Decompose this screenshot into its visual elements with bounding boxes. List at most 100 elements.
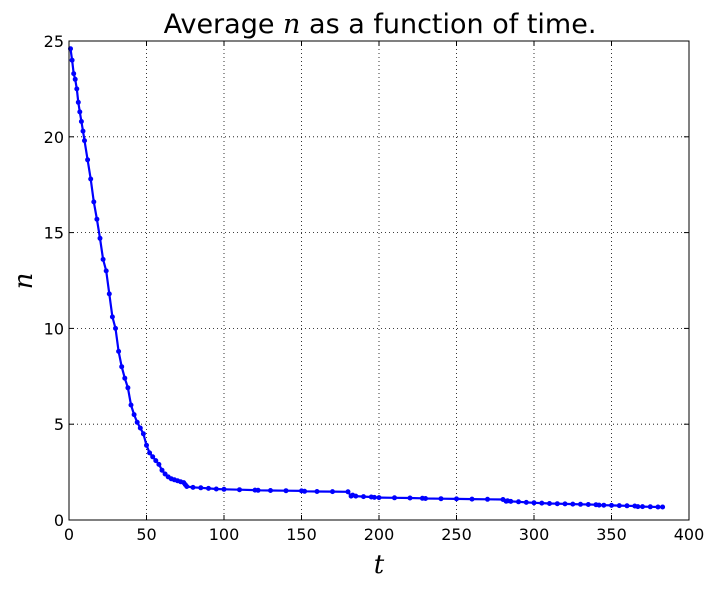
data-point bbox=[100, 256, 106, 262]
data-point bbox=[635, 504, 641, 510]
data-point bbox=[371, 494, 377, 500]
chart-title-suffix: as a function of time. bbox=[300, 9, 596, 40]
data-point bbox=[147, 450, 153, 456]
data-point bbox=[103, 268, 109, 274]
data-point bbox=[596, 502, 602, 508]
data-point bbox=[71, 71, 77, 77]
x-tick-label: 350 bbox=[596, 525, 627, 544]
data-point bbox=[159, 467, 165, 473]
data-point bbox=[539, 500, 545, 506]
data-point bbox=[94, 216, 100, 222]
data-point bbox=[97, 235, 103, 241]
data-point bbox=[302, 488, 308, 494]
data-point bbox=[119, 364, 125, 370]
data-point bbox=[184, 484, 190, 489]
chart-title-math: n bbox=[283, 9, 300, 40]
series-line bbox=[69, 48, 663, 509]
data-point bbox=[523, 499, 529, 505]
data-point bbox=[353, 493, 359, 499]
data-point bbox=[345, 489, 351, 495]
data-point bbox=[655, 504, 661, 510]
data-point bbox=[601, 502, 607, 508]
data-point bbox=[438, 496, 444, 502]
ticks: 0 50 100 150 200 250 300 350 400 0 5 10 15 20 25 bbox=[44, 32, 705, 544]
y-tick-label: 15 bbox=[44, 224, 64, 243]
data-point bbox=[237, 487, 242, 493]
data-point bbox=[74, 86, 80, 92]
data-point bbox=[113, 325, 118, 331]
y-tick-label: 10 bbox=[44, 319, 64, 338]
data-point bbox=[109, 314, 115, 320]
data-point bbox=[77, 109, 83, 115]
data-point bbox=[407, 495, 413, 501]
data-point bbox=[131, 412, 137, 418]
x-tick-label: 300 bbox=[519, 525, 550, 544]
data-point bbox=[554, 501, 560, 507]
data-point bbox=[137, 425, 143, 431]
data-point bbox=[255, 487, 261, 493]
x-tick-label: 150 bbox=[286, 525, 317, 544]
data-point bbox=[516, 499, 521, 505]
gridlines bbox=[69, 41, 689, 520]
data-point bbox=[570, 501, 576, 507]
chart-title-prefix: Average bbox=[164, 9, 283, 40]
data-point bbox=[206, 485, 211, 491]
data-point bbox=[144, 442, 149, 448]
y-tick-label: 0 bbox=[54, 511, 64, 530]
data-point bbox=[221, 486, 227, 492]
data-point bbox=[616, 503, 622, 509]
x-axis-label: t bbox=[374, 550, 385, 580]
data-point bbox=[213, 486, 219, 492]
y-tick-label: 25 bbox=[44, 32, 64, 51]
data-point bbox=[198, 485, 204, 491]
data-point bbox=[116, 348, 122, 354]
data-point bbox=[423, 496, 428, 501]
data-point bbox=[91, 199, 97, 205]
data-point bbox=[122, 375, 128, 381]
data-point bbox=[283, 488, 289, 494]
y-tick-label: 5 bbox=[54, 415, 64, 434]
data-point bbox=[75, 99, 81, 105]
data-point bbox=[585, 502, 591, 507]
data-point bbox=[376, 495, 382, 501]
data-point bbox=[125, 385, 131, 391]
data-point bbox=[140, 431, 146, 437]
data-point bbox=[624, 503, 630, 509]
series-layer bbox=[68, 46, 666, 510]
y-tick-label: 20 bbox=[44, 128, 64, 147]
data-point bbox=[330, 489, 335, 495]
data-point bbox=[88, 176, 94, 182]
data-point bbox=[361, 494, 366, 500]
data-point bbox=[78, 119, 84, 124]
data-point bbox=[640, 504, 645, 510]
x-tick-label: 100 bbox=[209, 525, 240, 544]
data-point bbox=[660, 504, 666, 510]
data-point bbox=[156, 461, 162, 467]
x-tick-label: 50 bbox=[136, 525, 156, 544]
data-point bbox=[128, 402, 134, 408]
data-point bbox=[314, 489, 320, 494]
data-point bbox=[106, 291, 112, 297]
x-tick-label: 200 bbox=[364, 525, 395, 544]
chart-title: Average n as a function of time. bbox=[164, 9, 597, 40]
data-point bbox=[647, 504, 653, 510]
data-point bbox=[150, 454, 156, 460]
data-point bbox=[508, 498, 514, 504]
data-point bbox=[531, 500, 537, 506]
x-tick-label: 250 bbox=[441, 525, 472, 544]
x-tick-label: 0 bbox=[64, 525, 74, 544]
data-point bbox=[72, 76, 78, 82]
data-point bbox=[134, 419, 140, 425]
data-point bbox=[547, 501, 552, 506]
data-point bbox=[162, 471, 168, 477]
data-point bbox=[469, 496, 475, 502]
data-point bbox=[485, 496, 490, 502]
data-point bbox=[578, 501, 583, 507]
data-point bbox=[609, 502, 614, 508]
data-point bbox=[85, 157, 91, 163]
data-point bbox=[392, 495, 397, 501]
data-point bbox=[190, 484, 196, 490]
